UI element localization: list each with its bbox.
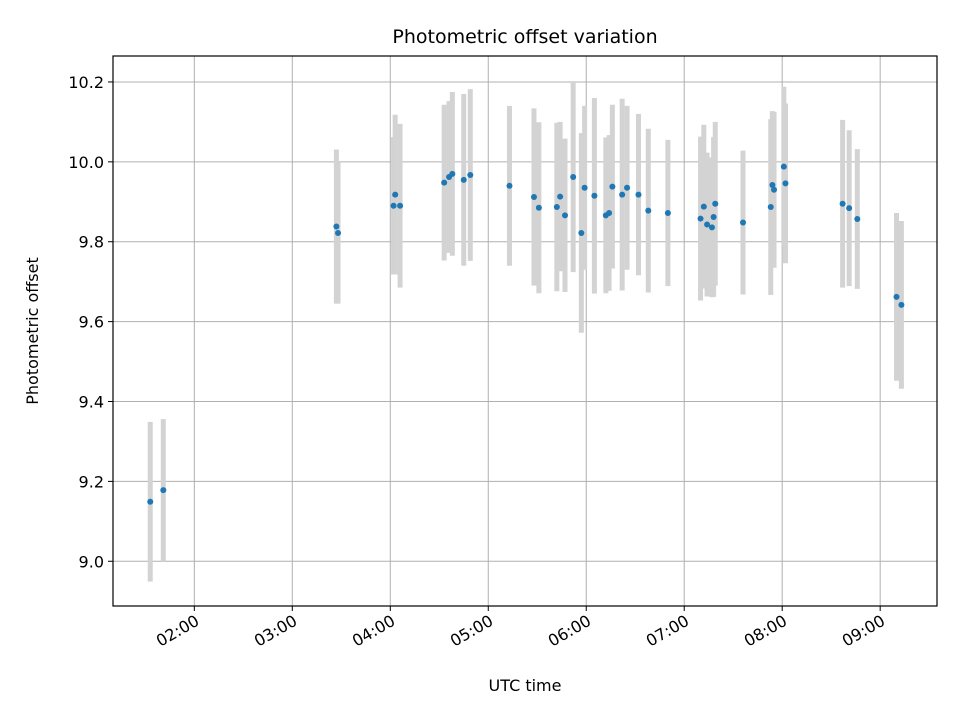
y-tick-label: 9.8 <box>79 233 104 252</box>
y-axis-label: Photometric offset <box>23 257 42 405</box>
data-point <box>854 215 861 222</box>
data-point <box>846 205 853 212</box>
y-tick-label: 9.4 <box>79 392 104 411</box>
data-point <box>898 301 905 308</box>
data-point <box>700 203 707 210</box>
data-point <box>771 186 778 193</box>
data-point <box>557 193 564 200</box>
data-point <box>704 221 711 228</box>
data-point <box>606 209 613 216</box>
data-point <box>390 202 397 209</box>
y-axis: 9.0 9.2 9.4 9.6 9.8 10.0 10.2 <box>68 73 113 571</box>
y-tick-label: 10.0 <box>68 153 104 172</box>
data-point <box>147 498 154 505</box>
data-point <box>591 192 598 199</box>
data-point <box>333 223 340 230</box>
data-point <box>570 174 577 181</box>
data-point <box>780 163 787 170</box>
data-point <box>635 191 642 198</box>
data-point <box>708 224 715 231</box>
data-point <box>710 213 717 220</box>
chart-title: Photometric offset variation <box>392 26 657 48</box>
data-point <box>449 170 456 177</box>
data-point <box>740 219 747 226</box>
data-point <box>619 191 626 198</box>
data-point <box>553 203 560 210</box>
grid <box>113 56 937 606</box>
y-tick-label: 9.2 <box>79 472 104 491</box>
data-point <box>839 200 846 207</box>
data-point <box>581 184 588 191</box>
data-point <box>160 487 167 494</box>
y-tick-label: 9.6 <box>79 313 104 332</box>
data-point <box>397 202 404 209</box>
data-point <box>506 182 513 189</box>
data-point <box>335 229 342 236</box>
data-point <box>782 180 789 187</box>
data-point <box>664 209 671 216</box>
data-point <box>535 204 542 211</box>
data-point <box>441 179 448 186</box>
data-point <box>562 212 569 219</box>
plot-frame <box>112 55 938 607</box>
data-point <box>769 182 776 189</box>
y-tick-label: 9.0 <box>79 552 104 571</box>
x-axis-label: UTC time <box>489 676 562 695</box>
data-point <box>392 191 399 198</box>
data-point <box>609 183 616 190</box>
data-point <box>712 200 719 207</box>
data-point <box>467 172 474 179</box>
data-point <box>578 229 585 236</box>
data-point <box>530 193 537 200</box>
data-points <box>147 163 905 505</box>
data-point <box>624 184 631 191</box>
data-point <box>645 207 652 214</box>
data-point <box>460 176 467 183</box>
data-point <box>767 203 774 210</box>
data-point <box>893 293 900 300</box>
data-point <box>697 215 704 222</box>
y-tick-label: 10.2 <box>68 73 104 92</box>
